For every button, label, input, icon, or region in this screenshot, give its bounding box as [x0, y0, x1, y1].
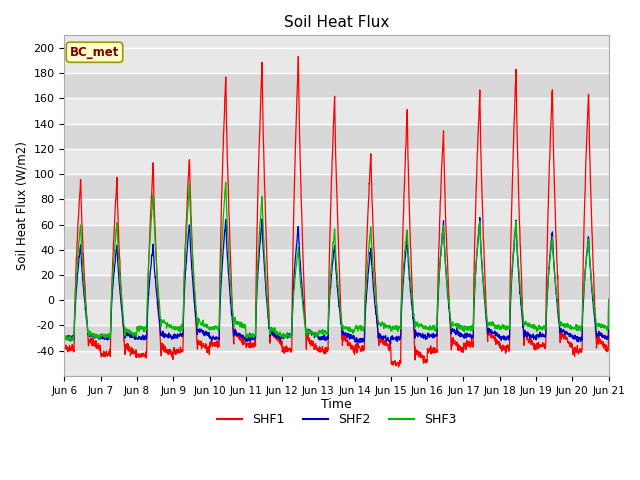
SHF2: [387, 341, 394, 347]
Bar: [65, 325, 609, 351]
SHF3: [65, 338, 73, 344]
Title: Soil Heat Flux: Soil Heat Flux: [284, 15, 389, 30]
SHF2: [495, 332, 503, 338]
SHF3: [212, 324, 220, 329]
SHF1: [294, 53, 302, 59]
SHF2: [352, 339, 360, 345]
SHF1: [557, 329, 565, 335]
SHF3: [572, 322, 580, 327]
Text: BC_met: BC_met: [70, 46, 119, 59]
Bar: [65, 73, 609, 98]
Bar: [65, 225, 609, 250]
Bar: [65, 48, 609, 73]
Line: SHF3: SHF3: [65, 182, 609, 341]
Line: SHF1: SHF1: [65, 56, 609, 367]
SHF1: [61, 344, 68, 350]
SHF1: [495, 342, 503, 348]
SHF2: [364, 275, 372, 281]
SHF1: [212, 340, 220, 346]
Bar: [65, 199, 609, 225]
Bar: [65, 275, 609, 300]
SHF3: [353, 324, 360, 329]
Legend: SHF1, SHF2, SHF3: SHF1, SHF2, SHF3: [212, 408, 461, 431]
Bar: [65, 250, 609, 275]
SHF1: [353, 343, 360, 349]
Y-axis label: Soil Heat Flux (W/m2): Soil Heat Flux (W/m2): [15, 141, 28, 270]
SHF3: [495, 324, 503, 330]
Bar: [65, 124, 609, 149]
SHF2: [557, 328, 565, 334]
SHF3: [605, 297, 612, 303]
Bar: [65, 149, 609, 174]
SHF3: [557, 321, 565, 327]
SHF2: [212, 334, 220, 340]
Line: SHF2: SHF2: [65, 217, 609, 344]
X-axis label: Time: Time: [321, 398, 352, 411]
SHF1: [394, 364, 402, 370]
SHF2: [605, 298, 612, 303]
SHF2: [572, 335, 580, 340]
SHF3: [222, 180, 230, 185]
SHF3: [61, 335, 68, 341]
SHF1: [572, 346, 580, 352]
Bar: [65, 98, 609, 124]
SHF2: [476, 215, 484, 220]
Bar: [65, 174, 609, 199]
SHF1: [605, 296, 612, 302]
SHF2: [61, 336, 68, 342]
SHF1: [364, 205, 372, 211]
Bar: [65, 300, 609, 325]
SHF3: [365, 249, 372, 255]
